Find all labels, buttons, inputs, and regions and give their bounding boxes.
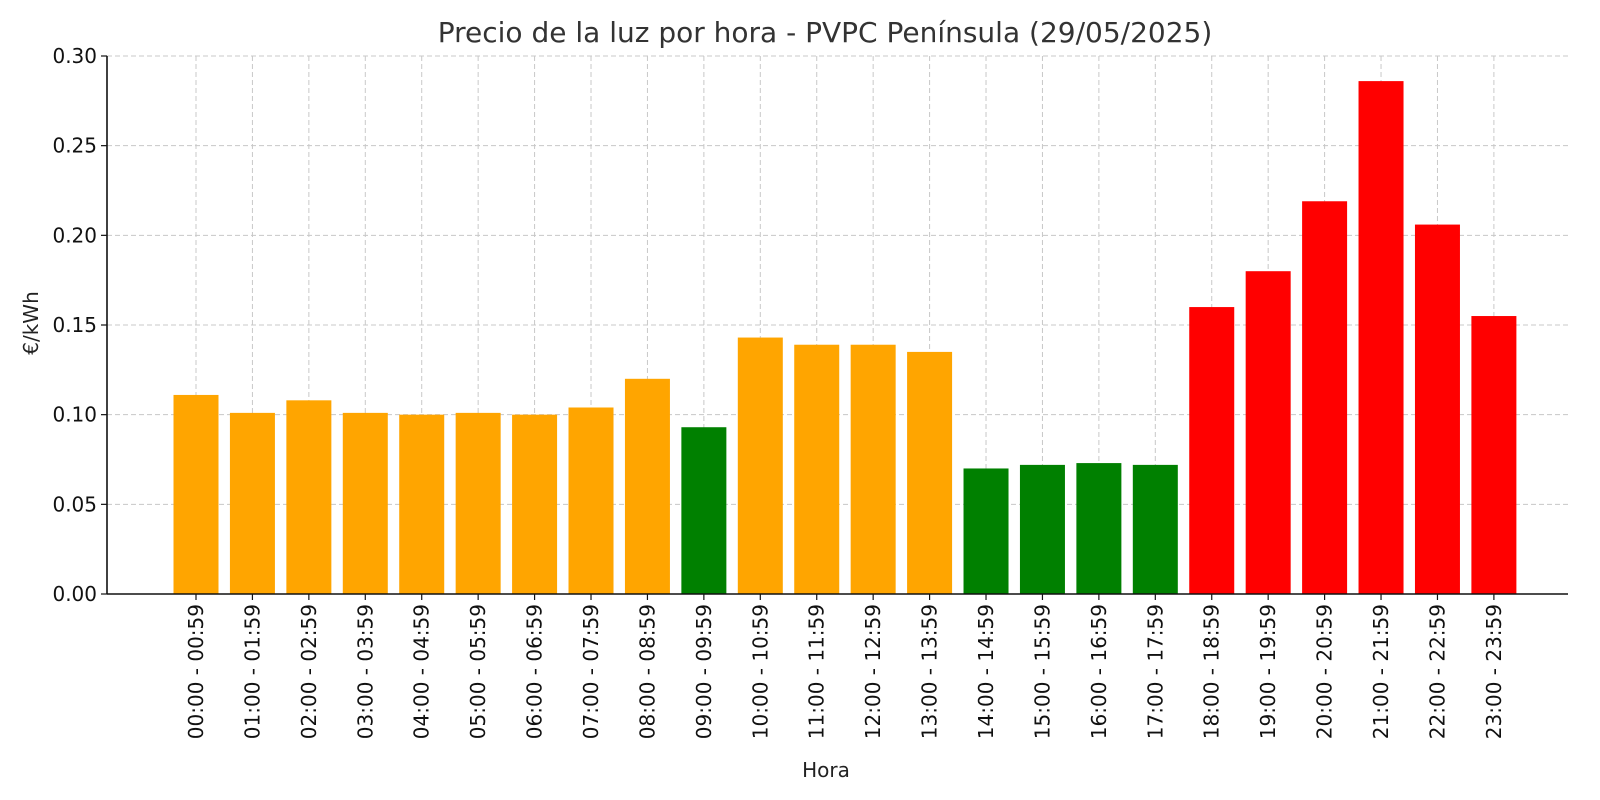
y-tick-label: 0.15 <box>52 313 97 337</box>
bar-6 <box>512 414 558 594</box>
x-tick-label: 14:00 - 14:59 <box>974 604 998 739</box>
x-tick-label: 15:00 - 15:59 <box>1030 604 1054 739</box>
bar-5 <box>455 412 501 594</box>
y-tick-label: 0.20 <box>52 223 97 247</box>
axes <box>101 55 1568 600</box>
bar-19 <box>1245 271 1291 594</box>
x-tick-label: 03:00 - 03:59 <box>353 604 377 739</box>
bar-21 <box>1358 81 1404 594</box>
bar-17 <box>1132 464 1178 594</box>
x-tick-label: 16:00 - 16:59 <box>1087 604 1111 739</box>
x-tick-label: 01:00 - 01:59 <box>240 604 264 739</box>
chart-title: Precio de la luz por hora - PVPC Penínsu… <box>438 16 1213 49</box>
bar-7 <box>568 407 614 594</box>
bar-0 <box>173 394 219 594</box>
bar-12 <box>850 344 896 594</box>
x-tick-label: 17:00 - 17:59 <box>1143 604 1167 739</box>
bar-20 <box>1302 201 1348 594</box>
x-tick-label: 19:00 - 19:59 <box>1256 604 1280 739</box>
bar-13 <box>907 351 953 594</box>
y-tick-label: 0.00 <box>52 582 97 606</box>
x-tick-label: 22:00 - 22:59 <box>1425 604 1449 739</box>
y-tick-label: 0.10 <box>52 403 97 427</box>
bar-22 <box>1414 224 1460 594</box>
bar-3 <box>342 412 388 594</box>
bar-18 <box>1189 307 1235 594</box>
x-tick-label: 02:00 - 02:59 <box>297 604 321 739</box>
bar-8 <box>624 378 670 594</box>
bar-2 <box>286 400 332 594</box>
x-tick-label: 10:00 - 10:59 <box>748 604 772 739</box>
bar-1 <box>229 412 275 594</box>
x-tick-label: 18:00 - 18:59 <box>1200 604 1224 739</box>
x-tick-label: 08:00 - 08:59 <box>635 604 659 739</box>
x-tick-label: 00:00 - 00:59 <box>184 604 208 739</box>
bar-11 <box>794 344 840 594</box>
bar-16 <box>1076 463 1122 594</box>
x-tick-label: 09:00 - 09:59 <box>692 604 716 739</box>
y-tick-label: 0.05 <box>52 492 97 516</box>
y-tick-label: 0.25 <box>52 134 97 158</box>
bar-4 <box>399 414 445 594</box>
bar-15 <box>1019 464 1065 594</box>
bar-14 <box>963 468 1009 594</box>
x-tick-label: 04:00 - 04:59 <box>410 604 434 739</box>
x-tick-labels: 00:00 - 00:59 01:00 - 01:59 02:00 - 02:59 0… <box>184 604 1506 739</box>
bars <box>173 81 1517 594</box>
y-axis-label: €/kWh <box>19 291 43 355</box>
x-tick-label: 06:00 - 06:59 <box>523 604 547 739</box>
bar-10 <box>737 337 783 594</box>
x-tick-label: 07:00 - 07:59 <box>579 604 603 739</box>
x-tick-label: 21:00 - 21:59 <box>1369 604 1393 739</box>
x-axis-label: Hora <box>802 758 850 782</box>
x-tick-label: 11:00 - 11:59 <box>805 604 829 739</box>
x-tick-label: 23:00 - 23:59 <box>1482 604 1506 739</box>
y-tick-label: 0.30 <box>52 44 97 68</box>
bar-23 <box>1471 316 1517 594</box>
y-tick-labels: 0.00 0.05 0.10 0.15 0.20 0.25 0.30 <box>52 44 97 606</box>
x-tick-label: 20:00 - 20:59 <box>1313 604 1337 739</box>
x-tick-label: 12:00 - 12:59 <box>861 604 885 739</box>
x-tick-label: 05:00 - 05:59 <box>466 604 490 739</box>
x-tick-label: 13:00 - 13:59 <box>918 604 942 739</box>
bar-9 <box>681 427 727 594</box>
